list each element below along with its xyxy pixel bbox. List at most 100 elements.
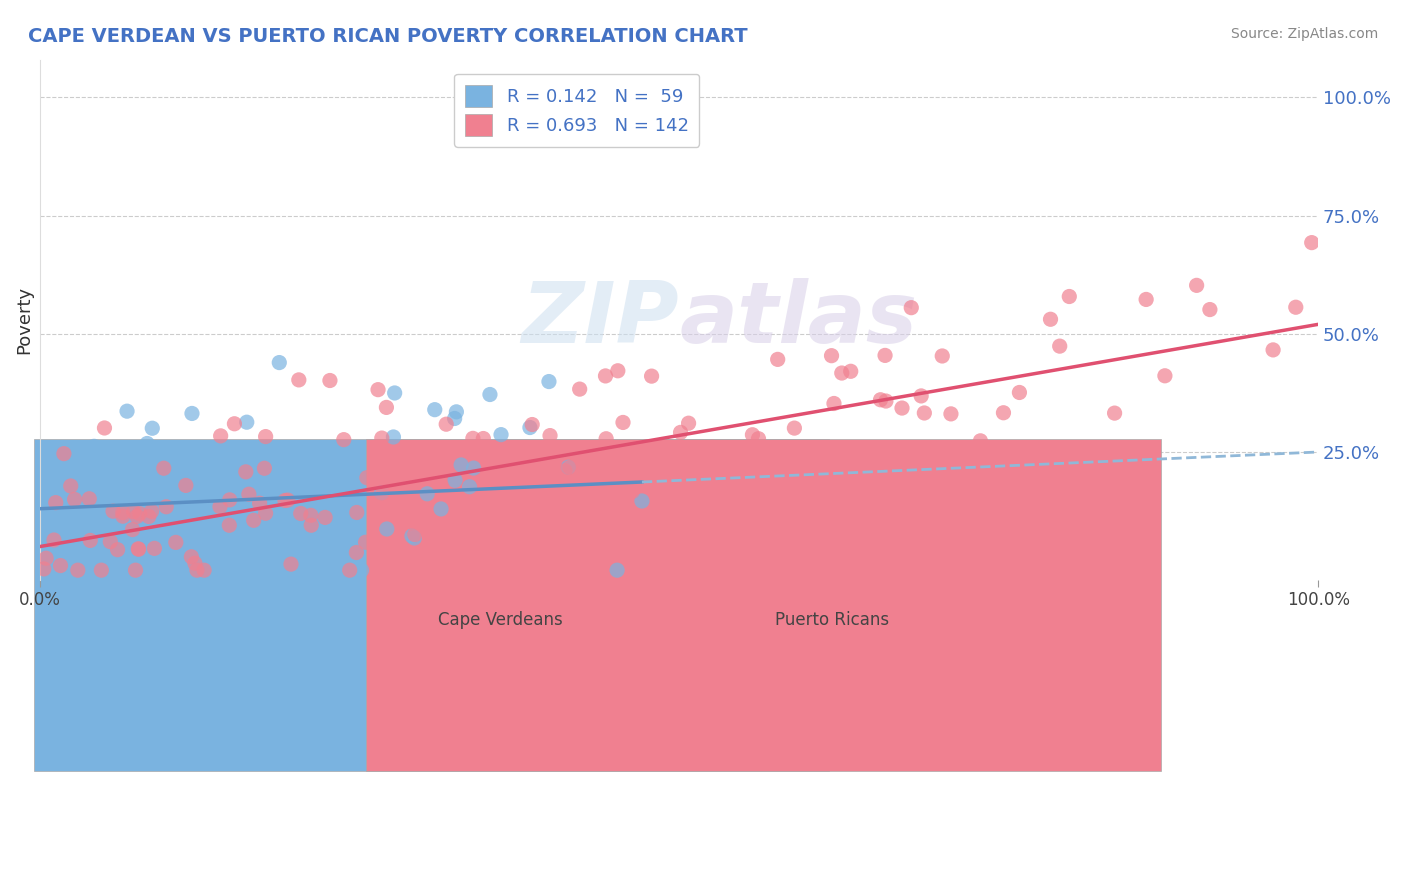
Point <box>554 464 576 478</box>
Point <box>434 417 457 432</box>
Point <box>135 522 157 536</box>
Point <box>1261 343 1284 357</box>
Y-axis label: Poverty: Poverty <box>15 285 32 354</box>
Point <box>1154 368 1177 383</box>
Point <box>77 491 100 506</box>
Point <box>558 460 581 475</box>
Point <box>79 533 101 548</box>
Point <box>900 301 922 315</box>
Point <box>127 541 149 556</box>
Point <box>702 440 724 454</box>
Point <box>121 523 143 537</box>
Point <box>446 405 468 419</box>
Point <box>354 535 377 549</box>
Point <box>238 487 260 501</box>
Point <box>367 383 389 397</box>
Text: CAPE VERDEAN VS PUERTO RICAN POVERTY CORRELATION CHART: CAPE VERDEAN VS PUERTO RICAN POVERTY COR… <box>28 27 748 45</box>
Point <box>423 402 446 417</box>
Point <box>269 355 291 369</box>
Point <box>101 504 124 518</box>
Point <box>640 369 662 384</box>
Point <box>242 513 264 527</box>
Point <box>281 561 304 575</box>
Point <box>253 461 276 475</box>
Point <box>298 442 321 457</box>
Point <box>1285 300 1308 314</box>
Point <box>187 443 209 458</box>
Point <box>747 432 769 446</box>
Point <box>450 458 472 472</box>
Point <box>152 475 174 490</box>
Point <box>423 530 446 544</box>
Point <box>595 432 617 446</box>
Point <box>122 484 145 499</box>
Point <box>875 394 897 409</box>
Point <box>444 515 467 529</box>
Point <box>912 406 935 420</box>
Point <box>621 484 644 499</box>
Point <box>404 527 426 541</box>
Text: Cape Verdeans: Cape Verdeans <box>437 611 562 629</box>
Point <box>823 396 845 410</box>
Point <box>179 459 201 474</box>
Point <box>471 563 494 577</box>
Point <box>852 522 875 536</box>
Point <box>356 471 378 485</box>
Point <box>883 458 905 472</box>
Point <box>111 506 134 520</box>
Point <box>98 534 121 549</box>
Point <box>1008 385 1031 400</box>
Point <box>371 487 394 501</box>
Point <box>444 473 467 487</box>
Point <box>375 522 398 536</box>
Point <box>193 563 215 577</box>
Point <box>408 467 430 482</box>
Point <box>180 477 202 491</box>
Point <box>236 511 259 525</box>
Point <box>152 461 174 475</box>
Point <box>299 508 322 523</box>
Point <box>472 473 495 487</box>
Point <box>976 473 998 487</box>
Point <box>993 406 1015 420</box>
Point <box>486 506 509 520</box>
FancyBboxPatch shape <box>34 439 828 771</box>
Point <box>416 487 439 501</box>
Point <box>371 431 394 445</box>
Point <box>184 556 207 570</box>
Point <box>180 494 202 508</box>
Point <box>165 535 187 549</box>
Point <box>209 429 232 443</box>
Point <box>254 506 277 520</box>
Point <box>128 448 150 462</box>
Point <box>235 465 257 479</box>
Point <box>1039 312 1062 326</box>
Point <box>747 442 769 456</box>
Point <box>254 429 277 443</box>
Point <box>519 420 541 434</box>
Point <box>873 348 896 362</box>
Point <box>107 542 129 557</box>
Point <box>754 450 776 465</box>
Text: Source: ZipAtlas.com: Source: ZipAtlas.com <box>1230 27 1378 41</box>
Point <box>741 427 763 442</box>
Point <box>277 493 299 508</box>
Point <box>63 492 86 507</box>
Point <box>489 427 512 442</box>
Point <box>314 510 336 524</box>
Point <box>461 431 484 445</box>
Point <box>969 434 991 448</box>
Point <box>430 502 453 516</box>
Point <box>122 484 145 499</box>
Point <box>831 366 853 380</box>
Point <box>538 428 561 442</box>
Point <box>111 509 134 524</box>
Point <box>762 450 785 464</box>
Point <box>709 474 731 488</box>
Point <box>538 556 561 570</box>
Point <box>143 541 166 556</box>
Point <box>93 421 115 435</box>
Point <box>128 507 150 521</box>
Point <box>125 509 148 524</box>
Point <box>316 563 339 577</box>
